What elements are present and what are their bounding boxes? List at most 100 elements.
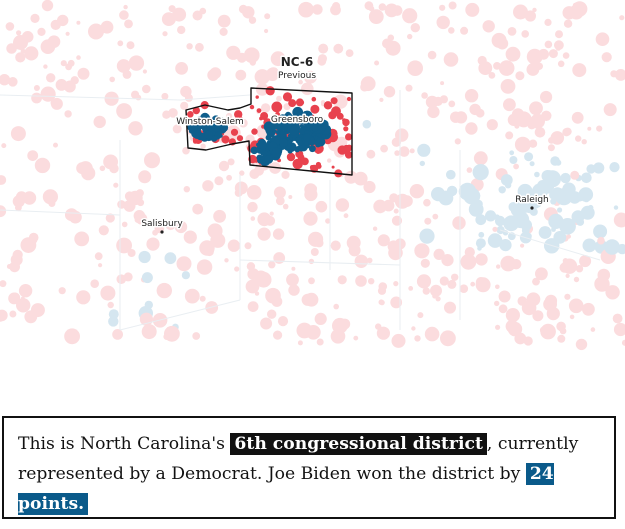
precinct-dot <box>498 304 508 314</box>
precinct-dot <box>419 228 435 244</box>
precinct-dot <box>445 58 453 66</box>
district-precinct-dot <box>310 104 320 114</box>
precinct-dot <box>555 45 561 51</box>
precinct-dot <box>538 48 549 60</box>
precinct-dot <box>291 266 296 271</box>
precinct-dot <box>394 150 400 156</box>
precinct-dot <box>246 262 256 271</box>
precinct-dot <box>550 198 557 205</box>
precinct-dot <box>498 186 506 194</box>
precinct-dot <box>77 67 90 80</box>
precinct-dot <box>582 238 597 253</box>
district-precinct-dot <box>251 128 258 135</box>
district-precinct-dot <box>297 143 306 152</box>
precinct-dot <box>382 199 395 212</box>
precinct-dot <box>557 60 565 68</box>
precinct-dot <box>550 131 565 145</box>
precinct-dot <box>288 284 300 296</box>
precinct-dot <box>378 3 387 11</box>
background-precinct-dots <box>0 0 625 351</box>
precinct-dot <box>18 284 33 298</box>
precinct-dot <box>427 50 437 60</box>
precinct-dot <box>540 90 553 104</box>
precinct-dot <box>210 232 226 248</box>
precinct-dot <box>391 5 403 16</box>
district-map: NC-6 Previous Winston-Salem Greensboro S… <box>0 0 625 351</box>
precinct-dot <box>613 205 619 210</box>
precinct-dot <box>20 296 25 301</box>
precinct-dot <box>76 290 91 305</box>
precinct-dot <box>105 213 115 223</box>
precinct-dot <box>184 93 193 102</box>
precinct-dot <box>514 123 520 129</box>
precinct-dot <box>477 55 487 66</box>
county-line <box>239 259 401 266</box>
precinct-dot <box>355 275 367 287</box>
precinct-dot <box>460 253 477 270</box>
precinct-dot <box>560 172 571 184</box>
precinct-dot <box>418 244 430 256</box>
precinct-dot <box>395 128 409 142</box>
precinct-dot <box>260 103 271 113</box>
precinct-dot <box>610 70 618 78</box>
city-winston-salem: Winston-Salem <box>175 116 246 129</box>
precinct-dot <box>475 238 486 249</box>
precinct-dot <box>282 203 289 210</box>
precinct-dot <box>315 200 328 213</box>
precinct-dot <box>593 224 608 239</box>
district-precinct-dot <box>321 134 326 139</box>
precinct-dot <box>234 266 240 272</box>
precinct-dot <box>316 338 324 346</box>
precinct-dot <box>103 154 118 170</box>
district-precinct-dot <box>286 137 290 141</box>
precinct-dot <box>500 79 516 94</box>
precinct-dot <box>33 85 40 91</box>
precinct-dot <box>424 217 432 225</box>
precinct-dot <box>440 330 456 347</box>
precinct-dot <box>172 124 182 134</box>
precinct-dot <box>504 182 512 189</box>
precinct-dot <box>9 310 17 318</box>
precinct-dot <box>15 204 22 212</box>
district-precinct-dot <box>255 95 259 99</box>
precinct-dot <box>473 151 488 166</box>
precinct-dot <box>327 158 332 163</box>
precinct-dot <box>213 209 227 223</box>
precinct-dot <box>165 14 176 25</box>
precinct-dot <box>503 98 516 112</box>
district-precinct-dot <box>282 92 293 102</box>
precinct-dot <box>30 303 45 318</box>
precinct-dot <box>354 254 368 268</box>
precinct-dot <box>257 212 272 227</box>
precinct-dot <box>202 180 214 192</box>
precinct-dot <box>272 228 285 240</box>
precinct-dot <box>59 17 66 24</box>
precinct-dot <box>360 82 369 92</box>
precinct-dot <box>275 196 285 206</box>
precinct-dot <box>500 255 516 272</box>
district-precinct-dot <box>344 151 353 159</box>
precinct-dot <box>113 182 119 188</box>
city-label-raleigh: Raleigh <box>515 195 549 205</box>
precinct-dot <box>122 70 132 79</box>
precinct-dot <box>181 271 190 280</box>
county-line <box>0 94 181 101</box>
precinct-dot <box>303 211 318 226</box>
precinct-dot <box>186 43 193 50</box>
precinct-dot <box>532 310 544 322</box>
precinct-dot <box>247 301 259 312</box>
district-precinct-dot <box>284 113 291 119</box>
precinct-dot <box>335 198 350 212</box>
city-raleigh: Raleigh <box>514 194 550 210</box>
precinct-dot <box>475 214 487 226</box>
precinct-dot <box>608 289 615 296</box>
precinct-dot <box>142 84 151 94</box>
caption-box: This is North Carolina's 6th congression… <box>2 416 616 519</box>
precinct-dot <box>165 219 176 231</box>
precinct-dot <box>408 286 414 291</box>
precinct-dot <box>100 285 116 301</box>
precinct-dot <box>245 279 260 294</box>
precinct-dot <box>138 250 151 264</box>
precinct-dot <box>258 230 269 241</box>
precinct-dot <box>582 302 595 316</box>
